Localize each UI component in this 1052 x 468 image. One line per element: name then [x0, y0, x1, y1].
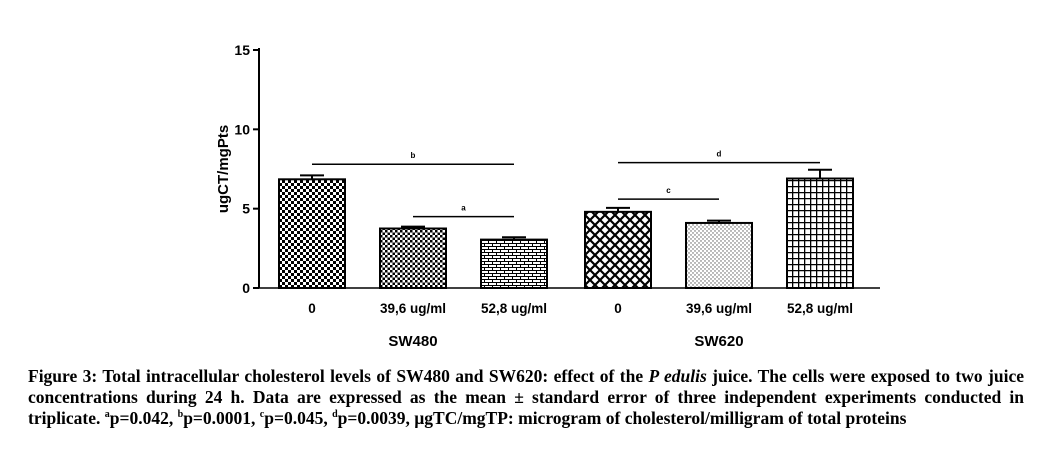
caption-stat-a: p=0.042,	[109, 408, 178, 428]
y-tick-label: 10	[234, 121, 250, 137]
bar	[379, 227, 447, 289]
caption-stat-c: p=0.045,	[264, 408, 333, 428]
caption-species: P edulis	[648, 366, 707, 386]
group-label: SW620	[694, 333, 743, 350]
bar-chart: 0 5 10 15 ugCT/mgPts b a d c 0 39,6 ug/ml 52,8 ug…	[215, 42, 880, 350]
caption-mark-c: c	[259, 409, 265, 421]
significance-lines: b a d c	[312, 150, 820, 218]
bar	[786, 177, 854, 290]
bar	[685, 221, 753, 290]
y-axis: 0 5 10 15 ugCT/mgPts	[215, 42, 880, 296]
x-tick-label: 39,6 ug/ml	[380, 301, 446, 316]
caption-mark-b: b	[177, 409, 184, 421]
significance-label: d	[717, 150, 722, 159]
bar	[278, 178, 346, 290]
bar	[584, 210, 652, 289]
x-tick-label: 52,8 ug/ml	[787, 301, 853, 316]
caption-mark-d: d	[332, 409, 338, 421]
x-tick-label: 0	[614, 301, 622, 316]
caption-prefix: Figure 3: Total intracellular cholestero…	[28, 366, 649, 386]
figure-caption: Figure 3: Total intracellular cholestero…	[28, 366, 1024, 429]
y-axis-label: ugCT/mgPts	[215, 125, 232, 213]
caption-mark-a: a	[104, 409, 110, 421]
y-tick-label: 15	[234, 42, 250, 58]
x-tick-label: 52,8 ug/ml	[481, 301, 547, 316]
x-tick-label: 0	[308, 301, 316, 316]
group-label: SW480	[388, 333, 437, 350]
x-tick-label: 39,6 ug/ml	[686, 301, 752, 316]
caption-stat-d: p=0.0039, µgTC/mgTP: microgram of choles…	[337, 408, 907, 428]
significance-label: b	[411, 151, 416, 160]
category-labels: 0 39,6 ug/ml 52,8 ug/ml SW480 0 39,6 ug/ml 52,…	[308, 301, 853, 350]
caption-middle: juice. The cells were exposed to two jui…	[28, 366, 1024, 428]
y-tick-label: 0	[242, 280, 250, 296]
bar	[480, 238, 548, 290]
bars	[278, 168, 854, 290]
significance-label: a	[461, 204, 466, 213]
caption-stat-b: p=0.0001,	[183, 408, 260, 428]
y-tick-label: 5	[242, 201, 250, 217]
significance-label: c	[666, 186, 671, 195]
